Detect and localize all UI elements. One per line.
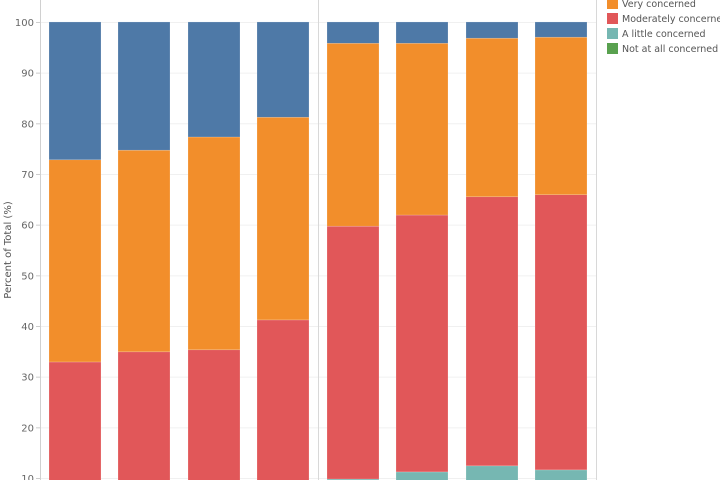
- legend-label: Moderately concerned: [622, 14, 720, 25]
- bar-segment-blue[interactable]: [465, 21, 519, 39]
- y-tick-label: 40: [21, 322, 34, 333]
- bars: [48, 21, 588, 484]
- bar-segment-orange[interactable]: [48, 159, 102, 363]
- bar-segment-red[interactable]: [187, 349, 241, 484]
- bar-segment-orange[interactable]: [326, 43, 380, 227]
- bar-segment-blue[interactable]: [534, 21, 588, 38]
- y-tick-label: 100: [15, 18, 34, 29]
- bar-segment-blue[interactable]: [117, 21, 171, 151]
- bar-segment-blue[interactable]: [187, 21, 241, 138]
- y-tick-label: 70: [21, 170, 34, 181]
- legend: Very concerned Moderately concerned A litt…: [607, 0, 720, 55]
- legend-swatch: [607, 0, 618, 9]
- bar-segment-teal[interactable]: [395, 471, 449, 484]
- y-tick-label: 80: [21, 119, 34, 130]
- legend-label: A little concerned: [622, 29, 706, 40]
- bar-segment-teal[interactable]: [534, 469, 588, 484]
- bar-segment-orange[interactable]: [117, 149, 171, 353]
- legend-swatch: [607, 43, 618, 54]
- bar-segment-orange[interactable]: [534, 36, 588, 196]
- legend-swatch: [607, 13, 618, 24]
- bar-segment-orange[interactable]: [256, 116, 310, 321]
- y-tick-label: 50: [21, 271, 34, 282]
- y-tick-labels: 10 20 30 40 50 60 70 80 90 100: [15, 18, 40, 484]
- bar-segment-blue[interactable]: [48, 21, 102, 161]
- y-tick-label: 20: [21, 423, 34, 434]
- bar-segment-orange[interactable]: [395, 43, 449, 216]
- bar-segment-blue[interactable]: [256, 21, 310, 118]
- bar-segment-blue[interactable]: [326, 21, 380, 44]
- y-tick-label: 60: [21, 221, 34, 232]
- bar-segment-red[interactable]: [256, 319, 310, 484]
- y-tick-label: 90: [21, 69, 34, 80]
- y-tick-label: 10: [21, 474, 34, 480]
- bar-segment-red[interactable]: [326, 225, 380, 480]
- bar-segment-blue[interactable]: [395, 21, 449, 44]
- bar-segment-red[interactable]: [465, 196, 519, 467]
- y-axis-title: Percent of Total (%): [3, 201, 14, 299]
- bar-segment-red[interactable]: [395, 214, 449, 473]
- bar-segment-red[interactable]: [48, 361, 102, 484]
- bar-segment-orange[interactable]: [465, 37, 519, 198]
- bar-segment-red[interactable]: [534, 194, 588, 471]
- legend-label: Very concerned: [622, 0, 696, 10]
- legend-label: Not at all concerned: [622, 44, 718, 55]
- y-tick-label: 30: [21, 373, 34, 384]
- bar-segment-teal[interactable]: [465, 465, 519, 484]
- bar-segment-orange[interactable]: [187, 136, 241, 351]
- bar-segment-red[interactable]: [117, 351, 171, 484]
- legend-swatch: [607, 28, 618, 39]
